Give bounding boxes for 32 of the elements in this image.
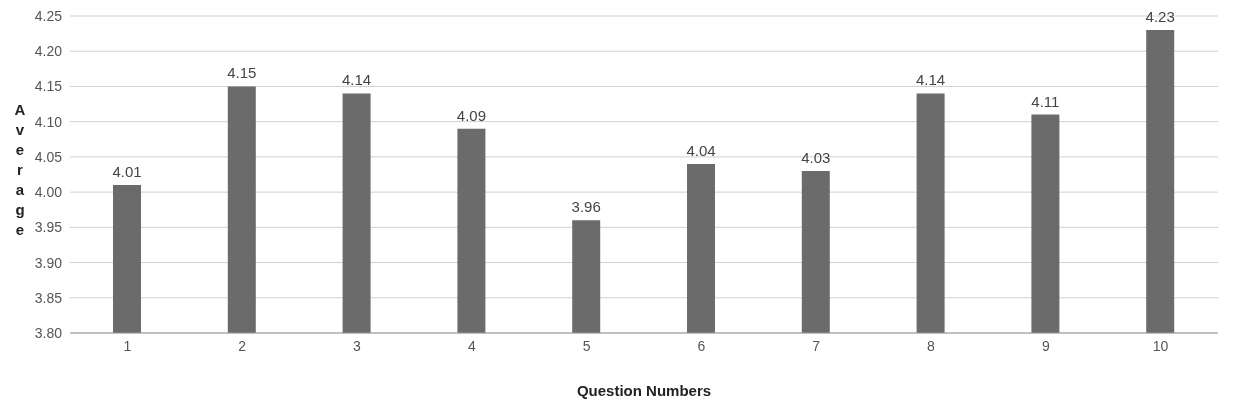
y-tick-label: 3.80 bbox=[34, 324, 63, 341]
x-tick-label: 5 bbox=[582, 337, 591, 354]
data-label: 4.03 bbox=[801, 148, 831, 166]
y-tick-label: 3.90 bbox=[34, 254, 63, 271]
data-label: 4.15 bbox=[227, 64, 257, 82]
data-label: 4.04 bbox=[686, 141, 716, 159]
x-tick-label: 8 bbox=[927, 337, 936, 354]
y-tick-label: 3.95 bbox=[34, 219, 63, 236]
data-label: 4.09 bbox=[456, 106, 486, 124]
data-label: 3.96 bbox=[571, 198, 601, 216]
y-tick-label: 4.00 bbox=[34, 184, 63, 201]
x-tick-label: 9 bbox=[1041, 337, 1050, 354]
data-label: 4.01 bbox=[112, 163, 142, 181]
x-tick-label: 4 bbox=[467, 337, 476, 354]
x-tick-label: 7 bbox=[812, 337, 821, 354]
x-tick-label: 2 bbox=[238, 337, 247, 354]
data-label: 4.14 bbox=[342, 71, 372, 89]
y-tick-label: 4.20 bbox=[34, 43, 63, 60]
data-label: 4.14 bbox=[916, 71, 946, 89]
y-tick-label: 3.85 bbox=[34, 289, 63, 306]
y-tick-label: 4.15 bbox=[34, 78, 63, 95]
x-tick-label: 10 bbox=[1152, 337, 1169, 354]
x-tick-label: 3 bbox=[353, 337, 362, 354]
x-tick-label: 1 bbox=[123, 337, 132, 354]
x-tick-label: 6 bbox=[697, 337, 706, 354]
data-label: 4.11 bbox=[1031, 92, 1060, 110]
x-axis-title: Question Numbers bbox=[576, 382, 712, 399]
y-tick-label: 4.25 bbox=[34, 7, 63, 24]
y-axis-title: Average bbox=[14, 100, 26, 238]
data-label: 4.23 bbox=[1145, 8, 1175, 26]
y-tick-label: 4.05 bbox=[34, 148, 63, 165]
y-tick-label: 4.10 bbox=[34, 113, 63, 130]
